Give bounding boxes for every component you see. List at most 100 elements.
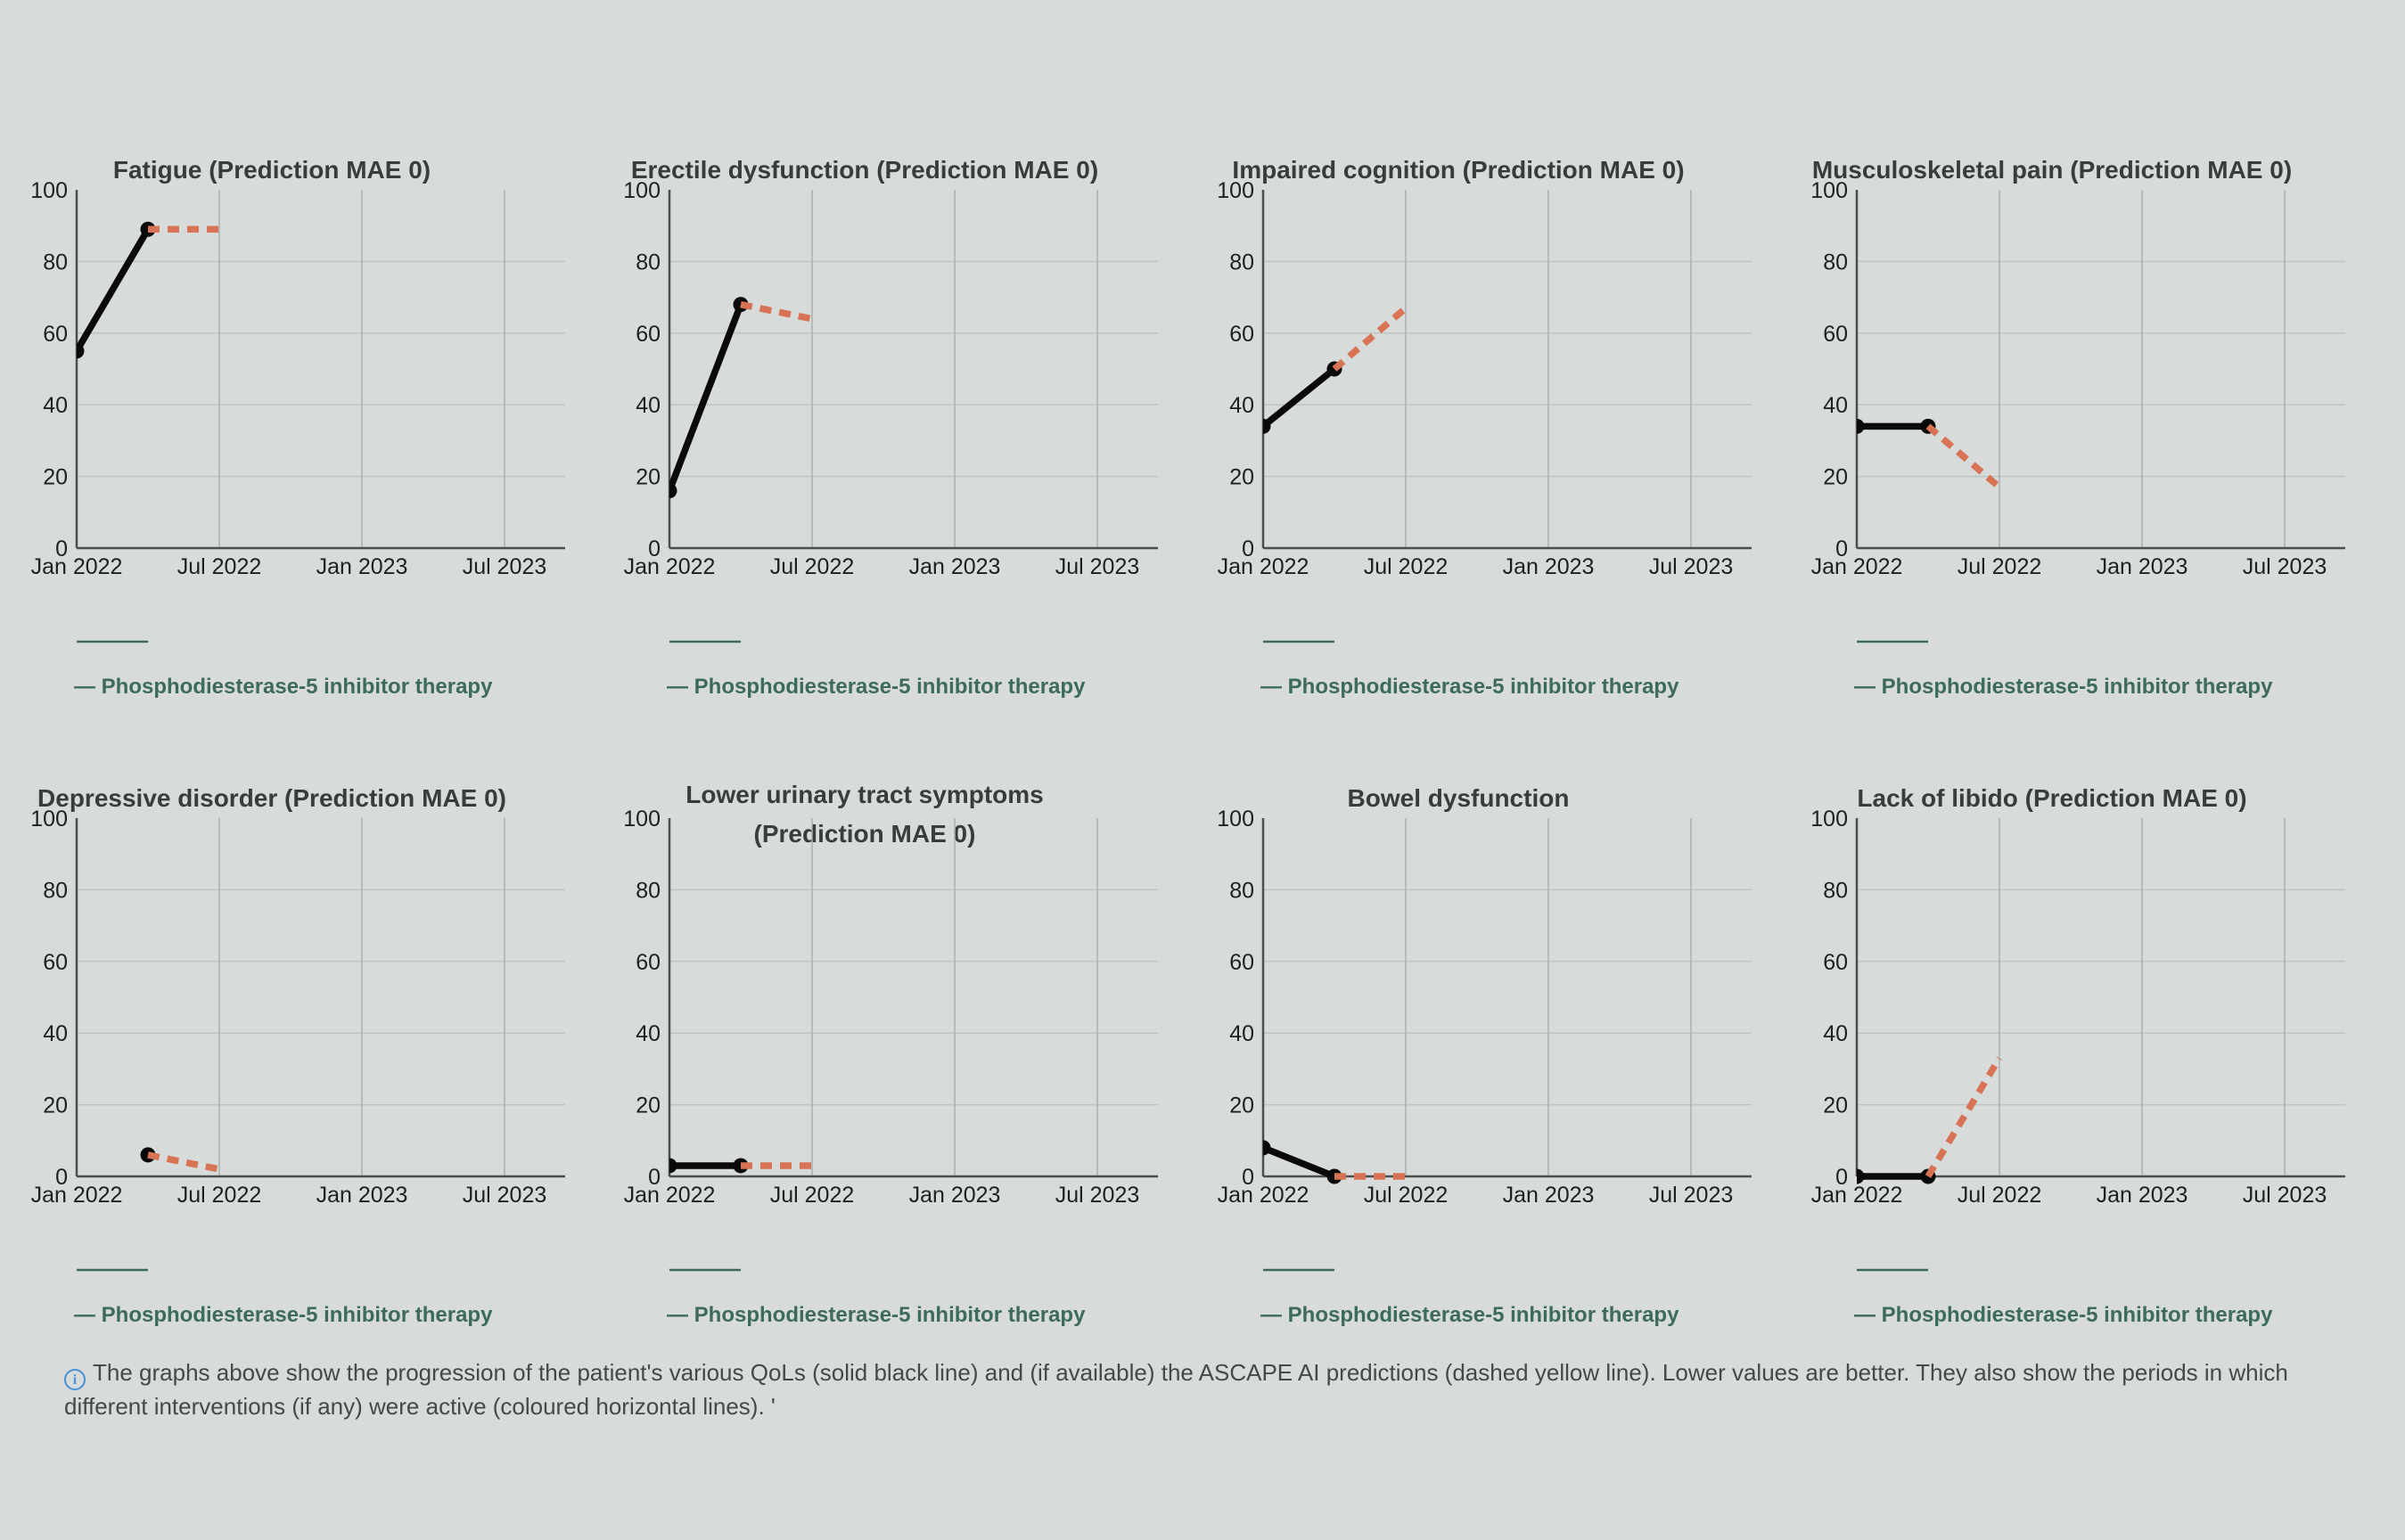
y-tick-label: 40 xyxy=(1229,1021,1254,1046)
x-tick-label: Jan 2023 xyxy=(909,1183,1001,1208)
y-tick-label: 40 xyxy=(1229,393,1254,418)
x-tick-label: Jul 2023 xyxy=(463,1183,547,1208)
chart-title: Fatigue (Prediction MAE 0) xyxy=(113,156,431,184)
x-tick-label: Jul 2022 xyxy=(177,1183,262,1208)
chart-depressive-disorder-prediction-mae-0: Depressive disorder (Prediction MAE 0) 0 2… xyxy=(30,784,565,1327)
prediction-line xyxy=(1925,423,2002,490)
actual-data-point xyxy=(669,483,677,499)
y-tick-label: 0 xyxy=(648,1165,661,1190)
x-tick-label: Jan 2023 xyxy=(316,554,408,579)
x-tick-label: Jan 2023 xyxy=(1503,1183,1595,1208)
y-tick-label: 60 xyxy=(1229,950,1254,975)
chart-title: Musculoskeletal pain (Prediction MAE 0) xyxy=(1812,156,2292,184)
x-tick-label: Jan 2023 xyxy=(2097,1183,2188,1208)
legend-label: — Phosphodiesterase-5 inhibitor therapy xyxy=(1854,1303,2273,1327)
y-tick-label: 20 xyxy=(43,465,68,490)
actual-data-point xyxy=(1263,418,1271,434)
y-tick-label: 0 xyxy=(55,1165,68,1190)
y-tick-label: 40 xyxy=(636,1021,661,1046)
chart-cell-fatigue: Fatigue (Prediction MAE 0) 0 20 40 60 80 100 Ja… xyxy=(0,134,593,713)
y-tick-label: 60 xyxy=(43,322,68,347)
chart-title: Lower urinary tract symptoms (Prediction … xyxy=(685,781,1043,848)
x-tick-label: Jul 2022 xyxy=(770,1183,855,1208)
y-tick-label: 100 xyxy=(1810,807,1848,831)
x-tick-label: Jul 2022 xyxy=(1958,1183,2042,1208)
y-tick-label: 0 xyxy=(648,537,661,561)
x-tick-label: Jul 2022 xyxy=(177,554,262,579)
chart-title: Lack of libido (Prediction MAE 0) xyxy=(1857,784,2246,812)
x-tick-label: Jul 2023 xyxy=(2243,554,2327,579)
chart-erectile-dysfunction-prediction-mae-0: Erectile dysfunction (Prediction MAE 0) 0… xyxy=(623,156,1158,699)
y-tick-label: 60 xyxy=(43,950,68,975)
chart-title: Depressive disorder (Prediction MAE 0) xyxy=(37,784,506,812)
x-tick-label: Jul 2022 xyxy=(770,554,855,579)
x-tick-label: Jan 2022 xyxy=(1811,1183,1903,1208)
x-tick-label: Jan 2023 xyxy=(2097,554,2188,579)
actual-data-point xyxy=(77,343,85,359)
y-tick-label: 80 xyxy=(1229,878,1254,903)
y-tick-label: 20 xyxy=(43,1094,68,1118)
info-icon: i xyxy=(64,1369,86,1390)
x-tick-label: Jul 2023 xyxy=(1649,554,1734,579)
x-tick-label: Jan 2023 xyxy=(1503,554,1595,579)
y-tick-label: 20 xyxy=(1823,1094,1848,1118)
actual-qol-line xyxy=(1263,1144,1336,1180)
actual-qol-line xyxy=(77,227,152,353)
x-tick-label: Jul 2023 xyxy=(2243,1183,2327,1208)
x-tick-label: Jul 2023 xyxy=(1055,1183,1140,1208)
y-tick-label: 40 xyxy=(636,393,661,418)
x-tick-label: Jan 2022 xyxy=(624,1183,716,1208)
y-tick-label: 0 xyxy=(1242,537,1254,561)
y-tick-label: 100 xyxy=(1810,178,1848,203)
y-tick-label: 0 xyxy=(1835,537,1848,561)
chart-title: Erectile dysfunction (Prediction MAE 0) xyxy=(631,156,1098,184)
y-tick-label: 40 xyxy=(43,1021,68,1046)
x-tick-label: Jul 2022 xyxy=(1364,1183,1449,1208)
y-tick-label: 100 xyxy=(623,178,661,203)
y-tick-label: 60 xyxy=(1823,322,1848,347)
chart-title: Impaired cognition (Prediction MAE 0) xyxy=(1232,156,1684,184)
y-tick-label: 60 xyxy=(636,322,661,347)
x-tick-label: Jan 2022 xyxy=(1218,554,1309,579)
chart-musculoskeletal-pain-prediction-mae-0: Musculoskeletal pain (Prediction MAE 0) 0… xyxy=(1810,156,2345,699)
y-tick-label: 0 xyxy=(1835,1165,1848,1190)
legend-label: — Phosphodiesterase-5 inhibitor therapy xyxy=(74,1303,493,1327)
y-tick-label: 100 xyxy=(623,807,661,831)
chart-title: Bowel dysfunction xyxy=(1348,784,1570,812)
y-tick-label: 80 xyxy=(636,250,661,274)
chart-impaired-cognition-prediction-mae-0: Impaired cognition (Prediction MAE 0) 0 20… xyxy=(1217,156,1752,699)
x-tick-label: Jul 2023 xyxy=(463,554,547,579)
y-tick-label: 40 xyxy=(43,393,68,418)
y-tick-label: 100 xyxy=(30,807,68,831)
footnote-text: The graphs above show the progression of… xyxy=(64,1359,2288,1420)
y-tick-label: 80 xyxy=(1823,878,1848,903)
y-tick-label: 20 xyxy=(1229,465,1254,490)
actual-qol-line xyxy=(1263,366,1337,430)
x-tick-label: Jul 2023 xyxy=(1649,1183,1734,1208)
prediction-line xyxy=(147,1151,220,1173)
x-tick-label: Jul 2022 xyxy=(1364,554,1449,579)
y-tick-label: 80 xyxy=(636,878,661,903)
footnote: i The graphs above show the progression o… xyxy=(64,1356,2319,1422)
y-tick-label: 60 xyxy=(636,950,661,975)
x-tick-label: Jul 2022 xyxy=(1958,554,2042,579)
y-tick-label: 20 xyxy=(1229,1094,1254,1118)
y-tick-label: 20 xyxy=(1823,465,1848,490)
chart-cell-erectile-dysfunction: Erectile dysfunction (Prediction MAE 0) 0… xyxy=(593,134,1186,713)
y-tick-label: 80 xyxy=(43,250,68,274)
chart-bowel-dysfunction: Bowel dysfunction 0 20 40 60 80 100 Jan 2022 Jul… xyxy=(1217,784,1752,1327)
y-tick-label: 80 xyxy=(43,878,68,903)
y-tick-label: 0 xyxy=(55,537,68,561)
y-tick-label: 40 xyxy=(1823,393,1848,418)
y-tick-label: 80 xyxy=(1823,250,1848,274)
y-tick-label: 80 xyxy=(1229,250,1254,274)
chart-cell-musculoskeletal-pain: Musculoskeletal pain (Prediction MAE 0) 0… xyxy=(1780,134,2373,713)
prediction-line xyxy=(1332,305,1408,372)
y-tick-label: 100 xyxy=(30,178,68,203)
y-tick-label: 20 xyxy=(636,465,661,490)
prediction-line xyxy=(740,300,813,323)
chart-cell-depressive-disorder: Depressive disorder (Prediction MAE 0) 0 2… xyxy=(0,762,593,1341)
y-tick-label: 60 xyxy=(1823,950,1848,975)
chart-lower-urinary-tract-symptoms: Lower urinary tract symptoms (Prediction … xyxy=(623,781,1158,1327)
